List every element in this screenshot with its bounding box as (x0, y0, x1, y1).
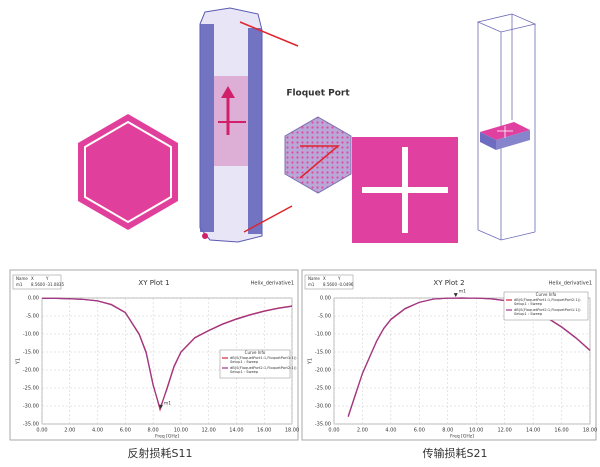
y-tick-label: 0.00 (320, 296, 331, 302)
hexagon-cell (78, 114, 178, 230)
legend-label: dB(S(FloquetPort1:1,FloquetPort1:1)) (230, 356, 297, 360)
x-tick-label: 6.00 (120, 428, 131, 434)
x-tick-label: 4.00 (92, 428, 103, 434)
legend-note: Setup1 : Sweep (514, 302, 543, 306)
x-tick-label: 14.00 (229, 428, 243, 434)
helix-prism (199, 7, 263, 243)
marker-table-header: Y (337, 276, 341, 281)
y-tick-label: -15.00 (23, 350, 39, 356)
legend-label: dB(S(FloquetPort2:1,FloquetPort1:1)) (514, 308, 581, 312)
legend-title: Curve Info (245, 350, 266, 355)
marker-table-cell: 8.5600 (323, 282, 337, 287)
legend-label: dB(S(FloquetPort2:1,FloquetPort2:1)) (230, 366, 297, 370)
marker-table-cell: m1 (308, 282, 315, 287)
legend-note: Setup1 : Sweep (230, 370, 259, 374)
caption: 传输损耗S21 (423, 446, 488, 460)
x-tick-label: 16.00 (554, 428, 568, 434)
marker-label: m1 (164, 400, 171, 406)
marker-table-cell: 8.5600 (31, 282, 45, 287)
x-tick-label: 0.00 (36, 428, 47, 434)
legend-box (503, 291, 589, 321)
corner-label: Helix_derivative1 (549, 281, 592, 287)
pointer-line (243, 205, 293, 233)
caption: 反射损耗S11 (128, 446, 193, 460)
legend-label: dB(S(FloquetPort1:1,FloquetPort2:1)) (514, 298, 581, 302)
x-tick-label: 10.00 (469, 428, 483, 434)
x-tick-label: 18.00 (285, 428, 299, 434)
y-tick-label: -15.00 (315, 350, 331, 356)
y-tick-label: 0.00 (28, 296, 39, 302)
marker-table (304, 274, 354, 290)
chart-title: XY Plot 2 (433, 279, 464, 287)
x-axis-label: Freq [GHz] (155, 434, 179, 440)
x-tick-label: 16.00 (257, 428, 271, 434)
x-tick-label: 6.00 (414, 428, 425, 434)
x-tick-label: 14.00 (526, 428, 540, 434)
y-tick-label: -30.00 (315, 404, 331, 410)
marker-point (158, 404, 163, 409)
x-tick-label: 8.00 (148, 428, 159, 434)
x-tick-label: 8.00 (442, 428, 453, 434)
x-tick-label: 2.00 (357, 428, 368, 434)
port-label: Floquet Port (286, 89, 350, 99)
x-tick-label: 10.00 (174, 428, 188, 434)
legend-note: Setup1 : Sweep (230, 360, 259, 364)
y-tick-label: -10.00 (23, 332, 39, 338)
marker-table-header: Name (16, 276, 28, 281)
marker-table-cell: m1 (16, 282, 23, 287)
marker-table-header: X (323, 276, 326, 281)
legend-note: Setup1 : Sweep (514, 312, 543, 316)
marker-table-cell: -31.0835 (46, 282, 64, 287)
marker-point (453, 293, 458, 298)
pointer-line (239, 21, 299, 47)
y-tick-label: -5.00 (318, 314, 331, 320)
y-tick-label: -25.00 (23, 386, 39, 392)
marker-table-header: Name (308, 276, 320, 281)
floquet-port-hex (284, 116, 352, 194)
y-tick-label: -30.00 (23, 404, 39, 410)
corner-label: Helix_derivative1 (251, 281, 294, 287)
cross-slot (402, 147, 408, 233)
series-line (42, 297, 293, 411)
x-tick-label: 2.00 (64, 428, 75, 434)
x-tick-label: 12.00 (498, 428, 512, 434)
x-axis-label: Freq [GHz] (450, 434, 474, 440)
legend-title: Curve Info (536, 292, 557, 297)
marker-label: m1 (459, 289, 466, 295)
y-tick-label: -20.00 (315, 368, 331, 374)
y-tick-label: -20.00 (23, 368, 39, 374)
legend-box (219, 349, 291, 379)
wireframe-box (476, 13, 537, 241)
port-vector (299, 145, 341, 179)
y-axis-label: Y1 (16, 358, 22, 365)
marker-table (12, 274, 62, 290)
y-tick-label: -35.00 (315, 422, 331, 428)
x-tick-label: 18.00 (583, 428, 597, 434)
x-tick-label: 4.00 (385, 428, 396, 434)
y-tick-label: -35.00 (23, 422, 39, 428)
marker-table-header: Y (45, 276, 49, 281)
marker-table-header: X (31, 276, 34, 281)
chart-title: XY Plot 1 (138, 279, 169, 287)
y-tick-label: -5.00 (26, 314, 39, 320)
x-tick-label: 0.00 (328, 428, 339, 434)
y-axis-label: Y1 (308, 358, 314, 365)
hexagon-outline (84, 120, 172, 224)
y-tick-label: -10.00 (315, 332, 331, 338)
marker-table-cell: -0.0496 (338, 282, 354, 287)
x-tick-label: 12.00 (202, 428, 216, 434)
y-tick-label: -25.00 (315, 386, 331, 392)
